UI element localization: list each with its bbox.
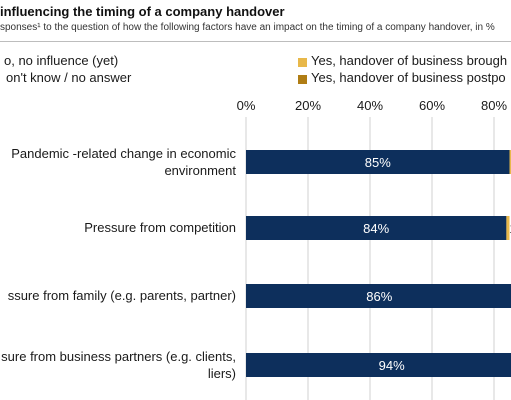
bar-no-influence	[246, 284, 511, 308]
x-tick-label: 20%	[295, 98, 321, 113]
category-label: Pandemic -related change in economic	[11, 146, 236, 161]
data-label: 86%	[366, 289, 392, 304]
x-tick-label: 0%	[237, 98, 256, 113]
legend-label-no-influence: o, no influence (yet)	[4, 53, 119, 68]
bar-brought-forward	[509, 150, 511, 174]
legend-label-dont-know: on't know / no answer	[6, 70, 132, 85]
data-label: 85%	[365, 155, 391, 170]
chart-subtitle: sponses¹ to the question of how the foll…	[0, 22, 495, 33]
category-label: liers)	[208, 366, 236, 381]
bar-no-influence	[246, 353, 511, 377]
legend-swatch-postponed	[298, 75, 307, 84]
category-label: ssure from family (e.g. parents, partner…	[8, 288, 236, 303]
legend-label-brought-forward: Yes, handover of business brough	[311, 53, 508, 68]
category-label: sure from business partners (e.g. client…	[1, 349, 236, 364]
data-label: 94%	[379, 358, 405, 373]
x-tick-label: 40%	[357, 98, 383, 113]
data-label: 84%	[363, 221, 389, 236]
bar-brought-forward	[506, 216, 510, 240]
bar-no-influence	[246, 150, 510, 174]
category-label: environment	[164, 163, 236, 178]
bar-no-influence	[246, 216, 507, 240]
legend-label-postponed: Yes, handover of business postpo	[311, 70, 506, 85]
title-divider	[0, 41, 511, 42]
category-label: Pressure from competition	[84, 220, 236, 235]
data-label: 1	[509, 221, 511, 236]
legend-swatch-brought-forward	[298, 58, 307, 67]
x-tick-label: 80%	[481, 98, 507, 113]
x-tick-label: 60%	[419, 98, 445, 113]
chart-title: influencing the timing of a company hand…	[0, 4, 285, 19]
